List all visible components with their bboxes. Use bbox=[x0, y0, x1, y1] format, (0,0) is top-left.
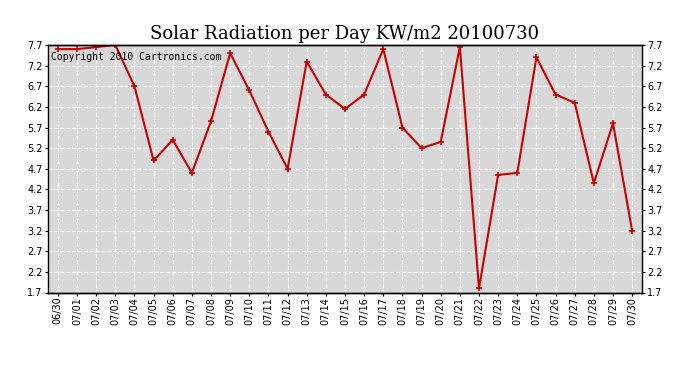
Title: Solar Radiation per Day KW/m2 20100730: Solar Radiation per Day KW/m2 20100730 bbox=[150, 26, 540, 44]
Text: Copyright 2010 Cartronics.com: Copyright 2010 Cartronics.com bbox=[51, 53, 221, 62]
